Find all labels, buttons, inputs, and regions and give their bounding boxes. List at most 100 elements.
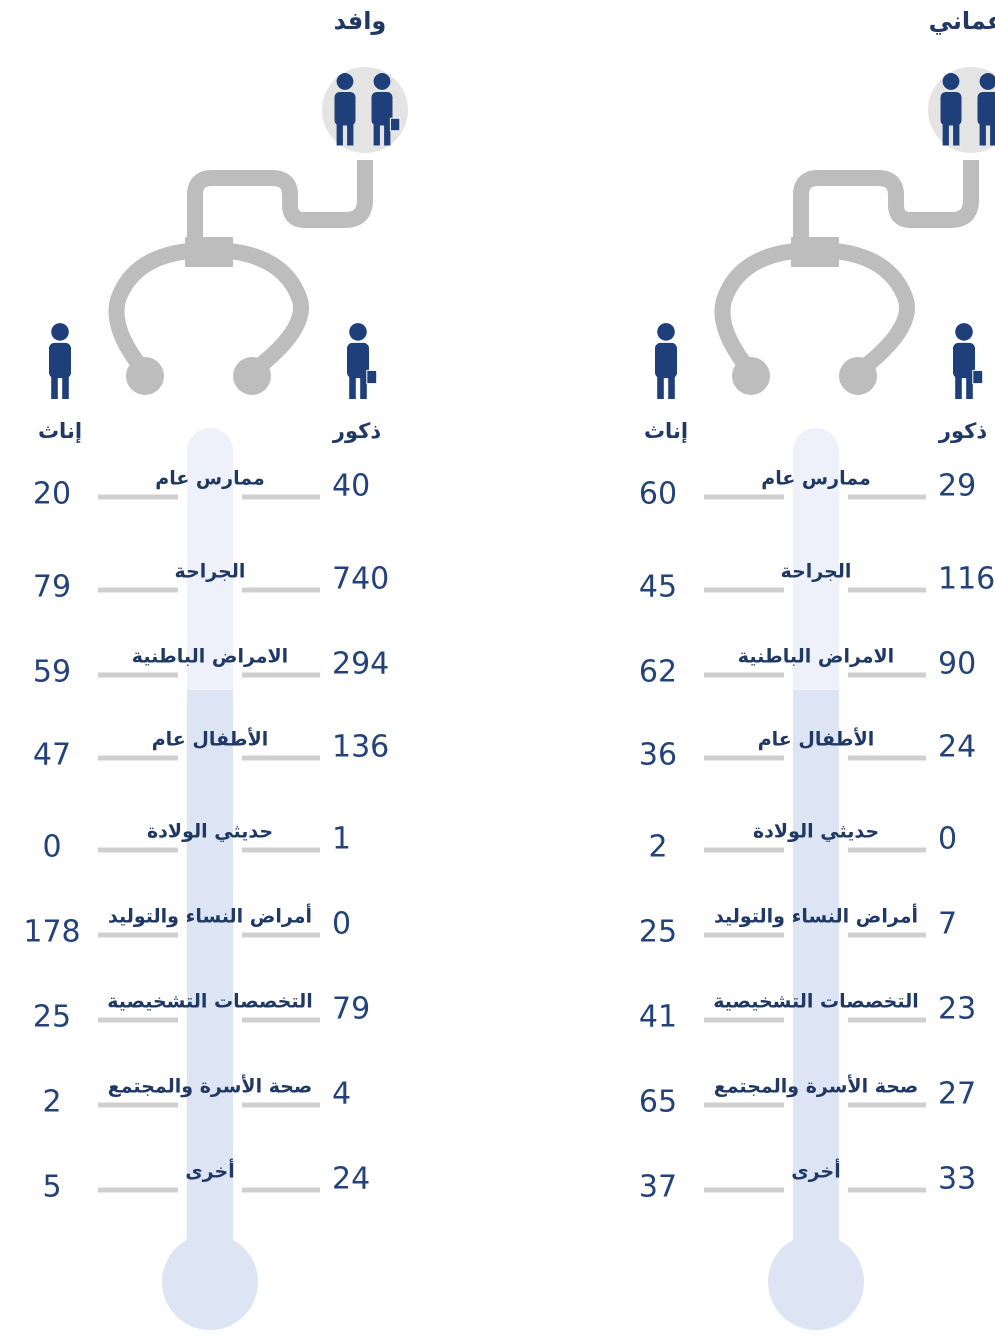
stethoscope-tube bbox=[801, 160, 971, 245]
female-count: 59 bbox=[33, 655, 71, 690]
female-count: 45 bbox=[639, 570, 677, 605]
person-leg bbox=[980, 122, 986, 145]
male-label: ذكور bbox=[938, 419, 987, 443]
female-count: 60 bbox=[639, 477, 677, 512]
female-count: 37 bbox=[639, 1170, 677, 1205]
person-leg bbox=[943, 122, 949, 145]
person-head bbox=[349, 323, 367, 341]
person-leg bbox=[62, 375, 69, 399]
person-body bbox=[335, 92, 356, 126]
stethoscope-joint bbox=[185, 237, 233, 267]
specialty: حديثي الولادة bbox=[753, 821, 879, 843]
person-leg bbox=[349, 375, 356, 399]
person-leg bbox=[374, 122, 380, 145]
male-count: 24 bbox=[332, 1162, 370, 1197]
male-count: 136 bbox=[332, 730, 389, 765]
male-count: 24 bbox=[938, 730, 976, 765]
specialty: الأطفال عام bbox=[152, 728, 269, 751]
stethoscope-head bbox=[723, 250, 907, 372]
specialty: أخرى bbox=[791, 1159, 840, 1183]
person-body bbox=[953, 343, 975, 378]
specialty: صحة الأسرة والمجتمع bbox=[108, 1075, 313, 1098]
person-leg bbox=[990, 122, 995, 145]
male-count: 27 bbox=[938, 1077, 976, 1112]
thermometer-bulb bbox=[768, 1234, 864, 1330]
specialty: الامراض الباطنية bbox=[738, 646, 894, 668]
male-count: 4 bbox=[332, 1077, 351, 1112]
panel: عماني ذكور إناث ممارس عام 29 60 الجراحة 116 45 ال… bbox=[639, 7, 995, 1330]
person-leg bbox=[657, 375, 664, 399]
male-count: 40 bbox=[332, 469, 370, 504]
female-count: 25 bbox=[33, 1000, 71, 1035]
person-leg bbox=[337, 122, 343, 145]
thermometer-fill bbox=[793, 690, 839, 1270]
male-count: 1 bbox=[332, 822, 351, 857]
person-head bbox=[943, 73, 960, 90]
female-count: 79 bbox=[33, 570, 71, 605]
person-leg bbox=[953, 122, 959, 145]
female-count: 0 bbox=[42, 830, 61, 865]
specialty: الجراحة bbox=[781, 561, 852, 583]
female-label: إناث bbox=[38, 419, 82, 443]
person-head bbox=[51, 323, 69, 341]
person-head bbox=[955, 323, 973, 341]
specialty: الجراحة bbox=[175, 561, 246, 583]
person-leg bbox=[360, 375, 367, 399]
specialty: أخرى bbox=[185, 1159, 234, 1183]
specialty: حديثي الولادة bbox=[147, 821, 273, 843]
person-body bbox=[347, 343, 369, 378]
female-count: 47 bbox=[33, 738, 71, 773]
briefcase bbox=[973, 370, 983, 383]
male-count: 29 bbox=[938, 469, 976, 504]
stethoscope-joint bbox=[791, 237, 839, 267]
female-label: إناث bbox=[644, 419, 688, 443]
person-body bbox=[372, 92, 393, 126]
person-head bbox=[657, 323, 675, 341]
male-count: 294 bbox=[332, 647, 389, 682]
female-count: 65 bbox=[639, 1085, 677, 1120]
person-leg bbox=[668, 375, 675, 399]
specialty: الأطفال عام bbox=[758, 728, 875, 751]
person-leg bbox=[51, 375, 58, 399]
male-count: 0 bbox=[332, 907, 351, 942]
male-count: 740 bbox=[332, 562, 389, 597]
specialty: التخصصات التشخيصية bbox=[713, 991, 919, 1013]
stethoscope-head bbox=[117, 250, 301, 372]
male-count: 79 bbox=[332, 992, 370, 1027]
specialty: التخصصات التشخيصية bbox=[107, 991, 313, 1013]
thermometer-fill bbox=[187, 690, 233, 1270]
person-leg bbox=[384, 122, 390, 145]
briefcase bbox=[367, 370, 377, 383]
specialty: ممارس عام bbox=[761, 468, 870, 490]
male-count: 23 bbox=[938, 992, 976, 1027]
thermometer-bulb bbox=[162, 1234, 258, 1330]
male-count: 7 bbox=[938, 907, 957, 942]
female-count: 62 bbox=[639, 655, 677, 690]
male-label: ذكور bbox=[332, 419, 381, 443]
male-count: 0 bbox=[938, 822, 957, 857]
person-body bbox=[655, 343, 677, 378]
female-count: 5 bbox=[42, 1170, 61, 1205]
infographic: وافدذكورإناثممارس عام4020الجراحة74079الا… bbox=[0, 0, 995, 1342]
briefcase bbox=[390, 118, 399, 131]
female-count: 41 bbox=[639, 1000, 677, 1035]
female-count: 25 bbox=[639, 915, 677, 950]
person-head bbox=[337, 73, 354, 90]
stethoscope-knob bbox=[732, 357, 770, 395]
specialty: ممارس عام bbox=[155, 468, 264, 490]
person-leg bbox=[955, 375, 962, 399]
stethoscope-knob bbox=[126, 357, 164, 395]
stethoscope-knob bbox=[233, 357, 271, 395]
female-count: 20 bbox=[33, 477, 71, 512]
person-body bbox=[978, 92, 995, 126]
stethoscope-knob bbox=[839, 357, 877, 395]
panel-title: عماني bbox=[929, 7, 995, 35]
panel-title: وافد bbox=[334, 7, 387, 35]
female-count: 178 bbox=[23, 915, 80, 950]
person-leg bbox=[347, 122, 353, 145]
stethoscope-tube bbox=[195, 160, 365, 245]
male-count: 116 bbox=[938, 562, 995, 597]
female-count: 36 bbox=[639, 738, 677, 773]
person-leg bbox=[966, 375, 973, 399]
male-count: 33 bbox=[938, 1162, 976, 1197]
